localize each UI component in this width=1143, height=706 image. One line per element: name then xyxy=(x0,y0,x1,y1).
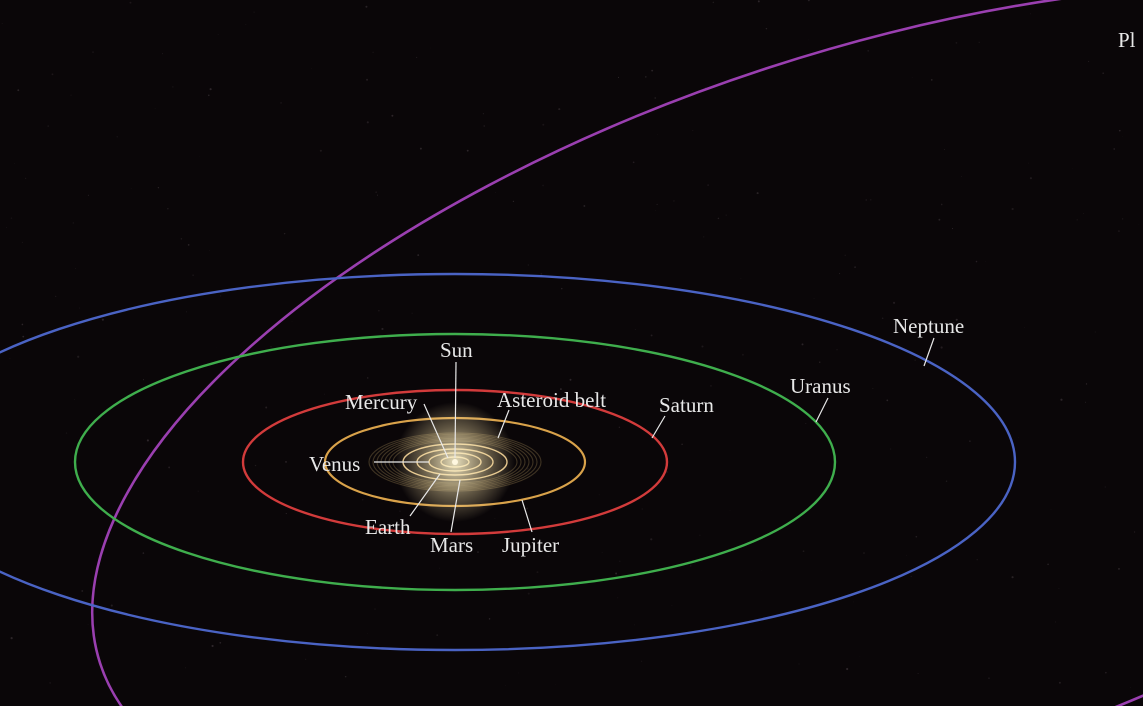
pointer-jupiter xyxy=(522,500,532,532)
sun-core xyxy=(452,459,458,465)
starfield xyxy=(2,0,1143,693)
pointer-uranus xyxy=(816,398,828,422)
orbits-svg xyxy=(0,0,1143,706)
solar-system-diagram: SunMercuryVenusEarthMarsAsteroid beltJup… xyxy=(0,0,1143,706)
orbit-pluto xyxy=(0,0,1143,706)
pointer-saturn xyxy=(652,416,665,438)
